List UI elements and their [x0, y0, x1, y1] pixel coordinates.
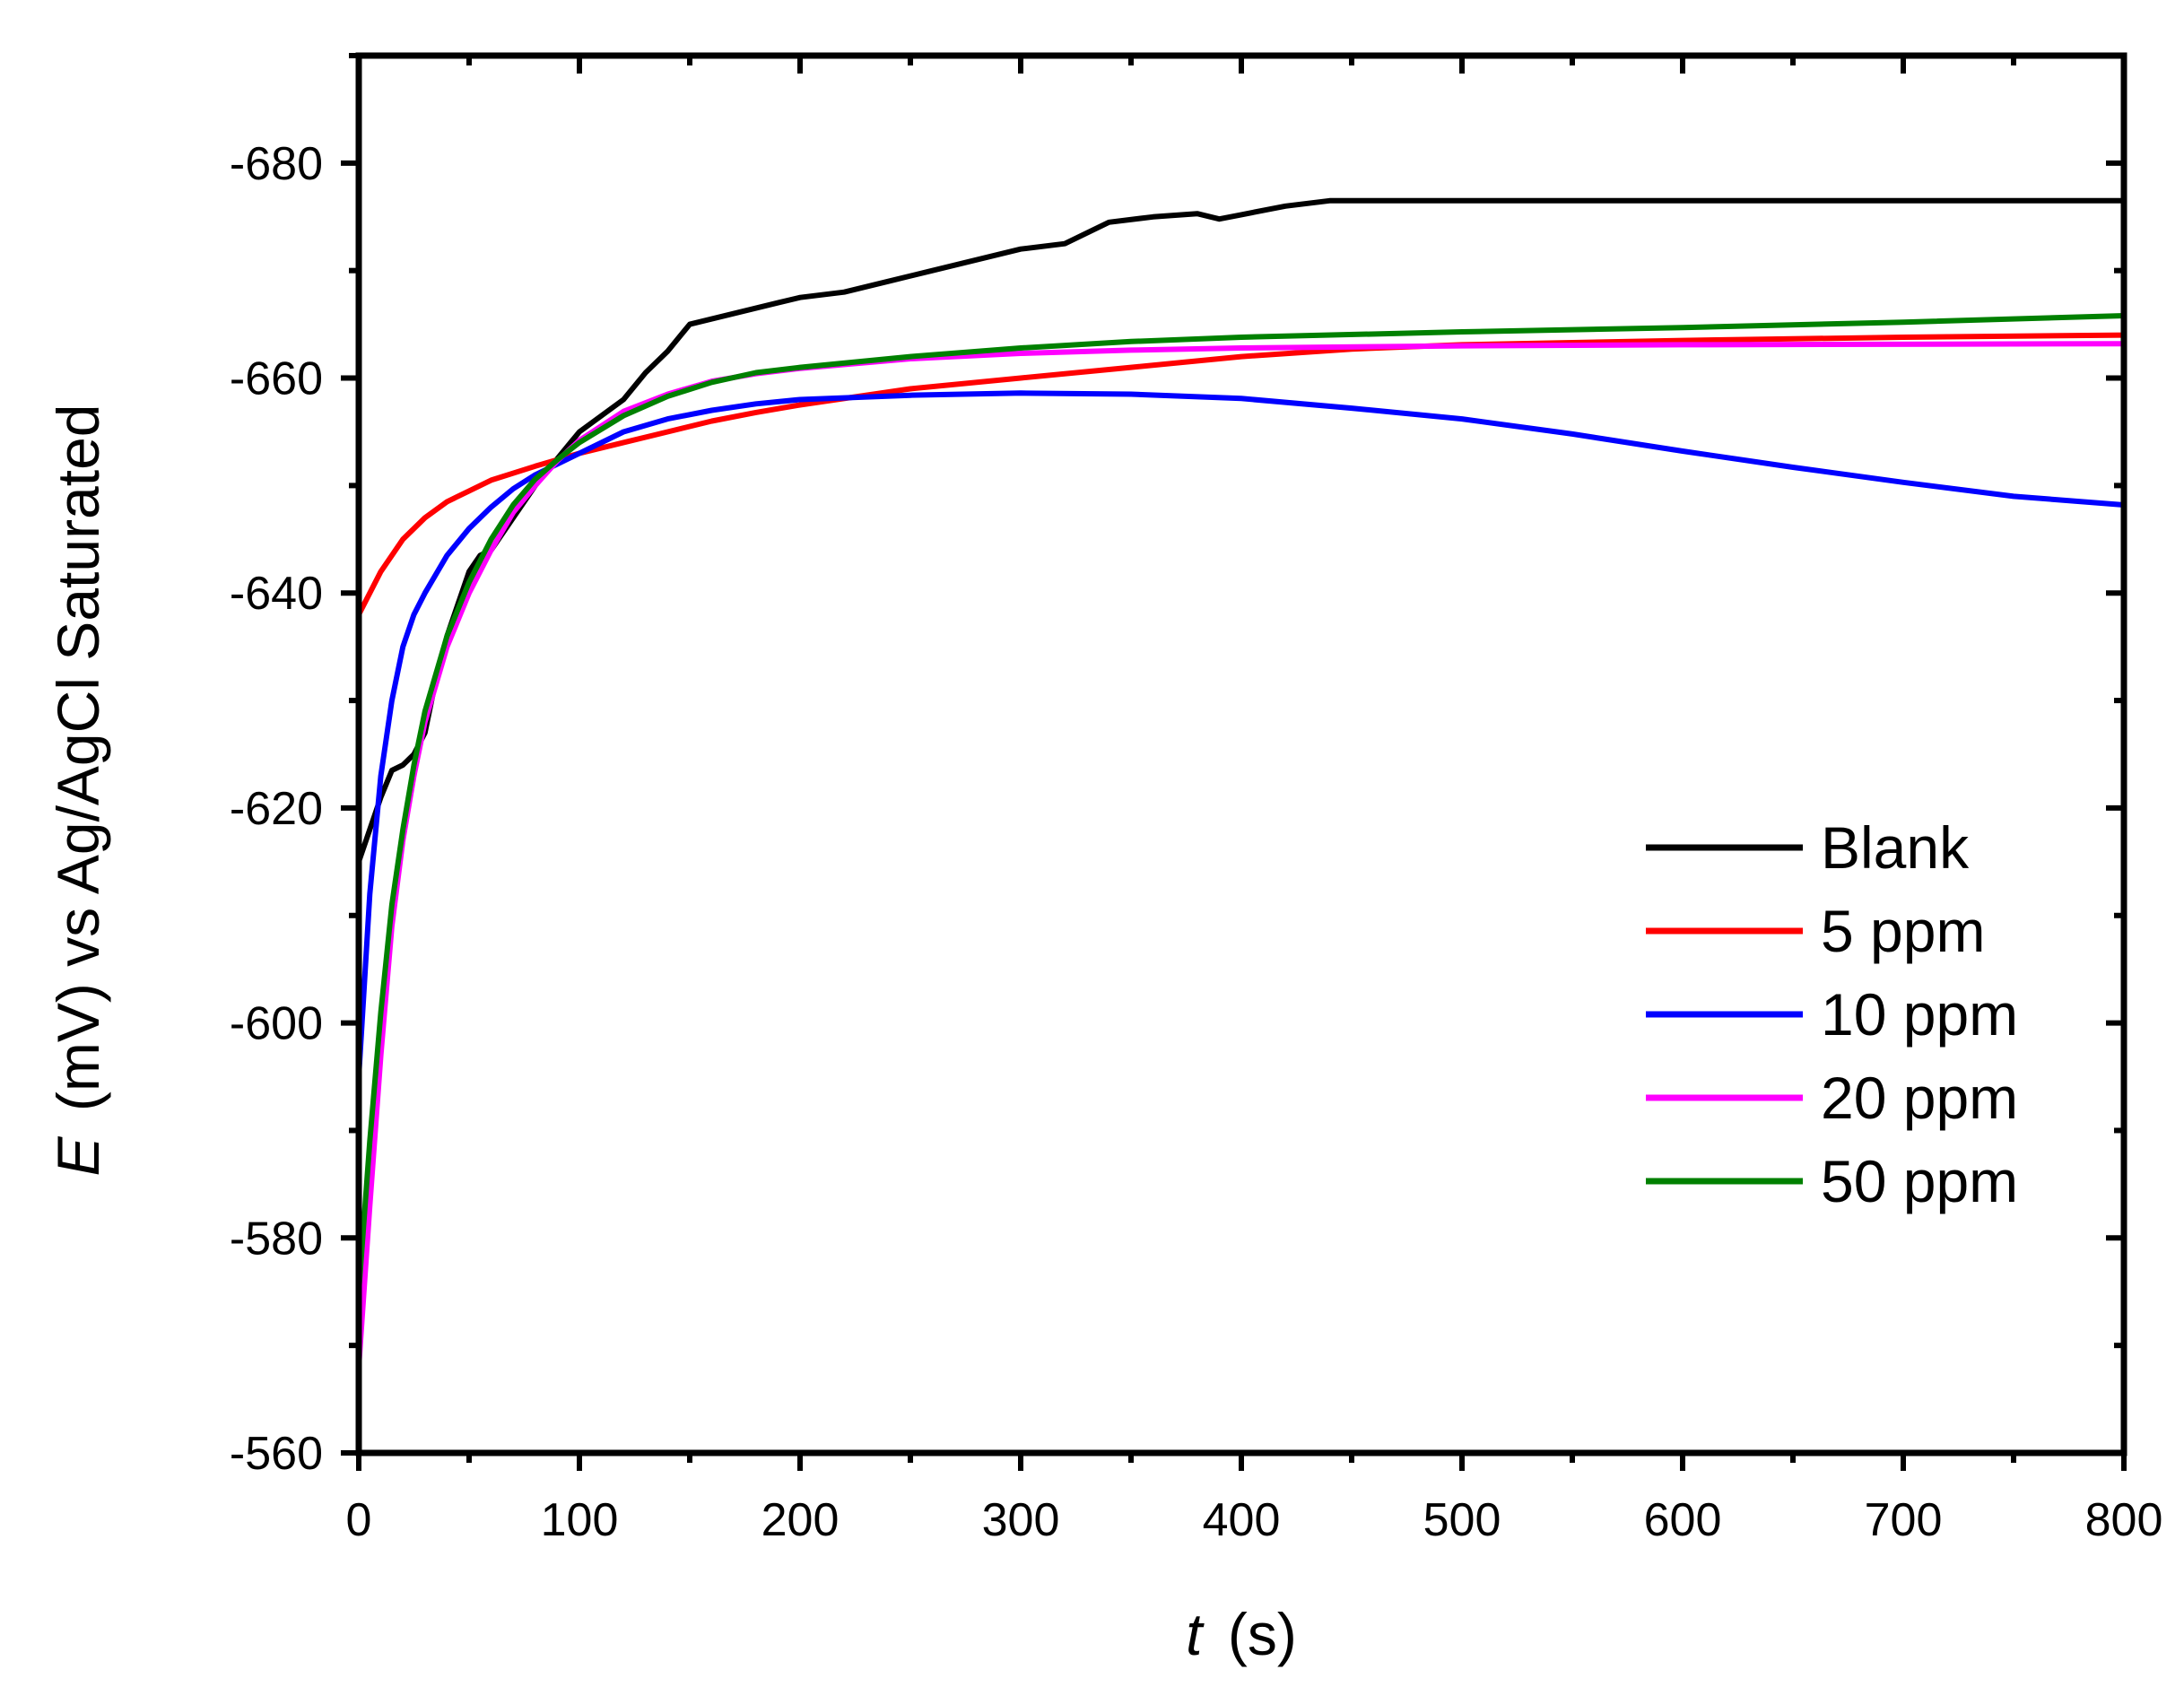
axis-tick-labels: 0 100 200 300 400 500 600 700 800 -560 -580 -600 -62… — [230, 138, 2162, 1546]
legend-label-20-ppm: 20 ppm — [1821, 1065, 2018, 1131]
x-tick-label: 500 — [1423, 1494, 1501, 1546]
legend-label-5-ppm: 5 ppm — [1821, 898, 1985, 964]
legend-label-blank: Blank — [1821, 814, 1970, 881]
x-tick-label: 200 — [761, 1494, 840, 1546]
y-axis-title: E (mV) vs Ag/AgCl Saturated — [45, 404, 111, 1176]
series-line-blank — [356, 197, 2127, 865]
x-tick-label: 100 — [541, 1494, 619, 1546]
y-tick-label: -600 — [230, 998, 323, 1050]
series-line-50-ppm — [356, 313, 2127, 1295]
y-tick-label: -620 — [230, 783, 323, 835]
x-axis-title: t (s) — [1186, 1601, 1297, 1667]
y-tick-label: -660 — [230, 353, 323, 405]
x-tick-label: 0 — [346, 1494, 372, 1546]
legend-label-50-ppm: 50 ppm — [1821, 1148, 2018, 1214]
y-axis-title-symbol: E — [45, 1136, 111, 1177]
series-line-10-ppm — [356, 390, 2127, 1080]
x-tick-label: 800 — [2085, 1494, 2163, 1546]
series-layer — [356, 197, 2127, 1370]
x-axis-title-unit: (s) — [1228, 1601, 1297, 1667]
x-tick-label: 600 — [1644, 1494, 1722, 1546]
plot-frame — [355, 52, 2127, 1457]
axis-ticks — [341, 53, 2127, 1471]
legend: Blank 5 ppm 10 ppm 20 ppm 50 ppm — [1646, 814, 2018, 1214]
y-tick-label: -680 — [230, 138, 323, 190]
x-tick-label: 700 — [1865, 1494, 1943, 1546]
y-tick-label: -640 — [230, 568, 323, 620]
y-tick-label: -560 — [230, 1428, 323, 1480]
y-axis-title-rest: (mV) vs Ag/AgCl Saturated — [45, 404, 111, 1111]
x-axis-title-symbol: t — [1186, 1601, 1205, 1667]
x-tick-label: 300 — [982, 1494, 1060, 1546]
x-tick-label: 400 — [1203, 1494, 1281, 1546]
y-tick-label: -580 — [230, 1213, 323, 1265]
legend-label-10-ppm: 10 ppm — [1821, 981, 2018, 1048]
